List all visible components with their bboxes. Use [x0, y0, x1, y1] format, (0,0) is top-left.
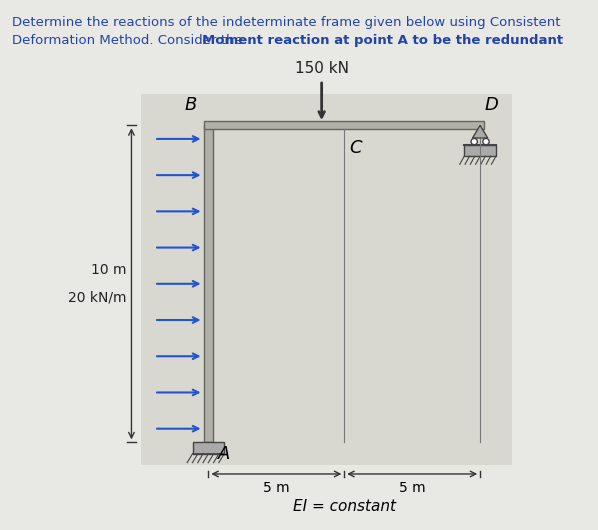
Text: 150 kN: 150 kN: [295, 60, 349, 75]
Polygon shape: [472, 125, 488, 138]
Text: C: C: [349, 139, 361, 157]
Text: Deformation Method. Consider the: Deformation Method. Consider the: [12, 34, 247, 48]
Circle shape: [471, 138, 477, 145]
Text: EI = constant: EI = constant: [293, 499, 396, 514]
Text: 5 m: 5 m: [399, 481, 426, 495]
Bar: [464, 145, 496, 156]
Bar: [205, 121, 484, 129]
Bar: [141, 94, 512, 465]
Text: B: B: [185, 96, 197, 114]
Bar: [205, 125, 212, 442]
Text: A: A: [218, 445, 231, 463]
Circle shape: [483, 138, 489, 145]
Text: 20 kN/m: 20 kN/m: [68, 290, 127, 304]
Text: 5 m: 5 m: [263, 481, 289, 495]
Text: D: D: [484, 96, 499, 114]
Bar: [193, 442, 224, 454]
Text: 10 m: 10 m: [91, 263, 127, 277]
Text: Determine the reactions of the indeterminate frame given below using Consistent: Determine the reactions of the indetermi…: [12, 16, 560, 29]
Text: Moment reaction at point A to be the redundant: Moment reaction at point A to be the red…: [202, 34, 563, 48]
